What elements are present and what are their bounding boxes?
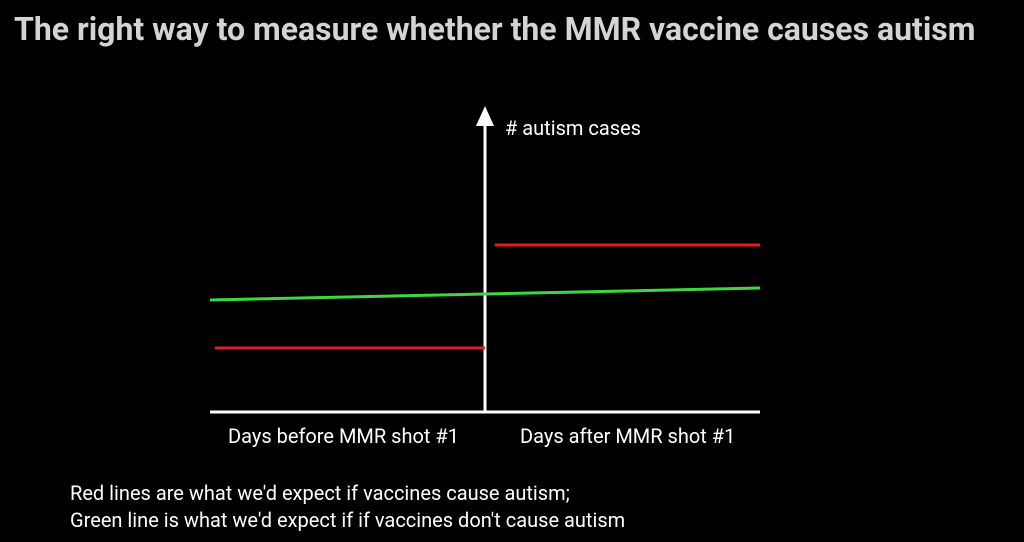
- y-axis-arrowhead: [476, 106, 494, 126]
- x-axis-label-left: Days before MMR shot #1: [228, 424, 459, 448]
- caption-block: Red lines are what we'd expect if vaccin…: [70, 480, 625, 534]
- y-axis-label: # autism cases: [505, 116, 641, 140]
- chart-svg: [0, 0, 1024, 542]
- caption-line-1: Red lines are what we'd expect if vaccin…: [70, 480, 625, 507]
- caption-line-2: Green line is what we'd expect if if vac…: [70, 507, 625, 534]
- x-axis-label-right: Days after MMR shot #1: [520, 424, 735, 448]
